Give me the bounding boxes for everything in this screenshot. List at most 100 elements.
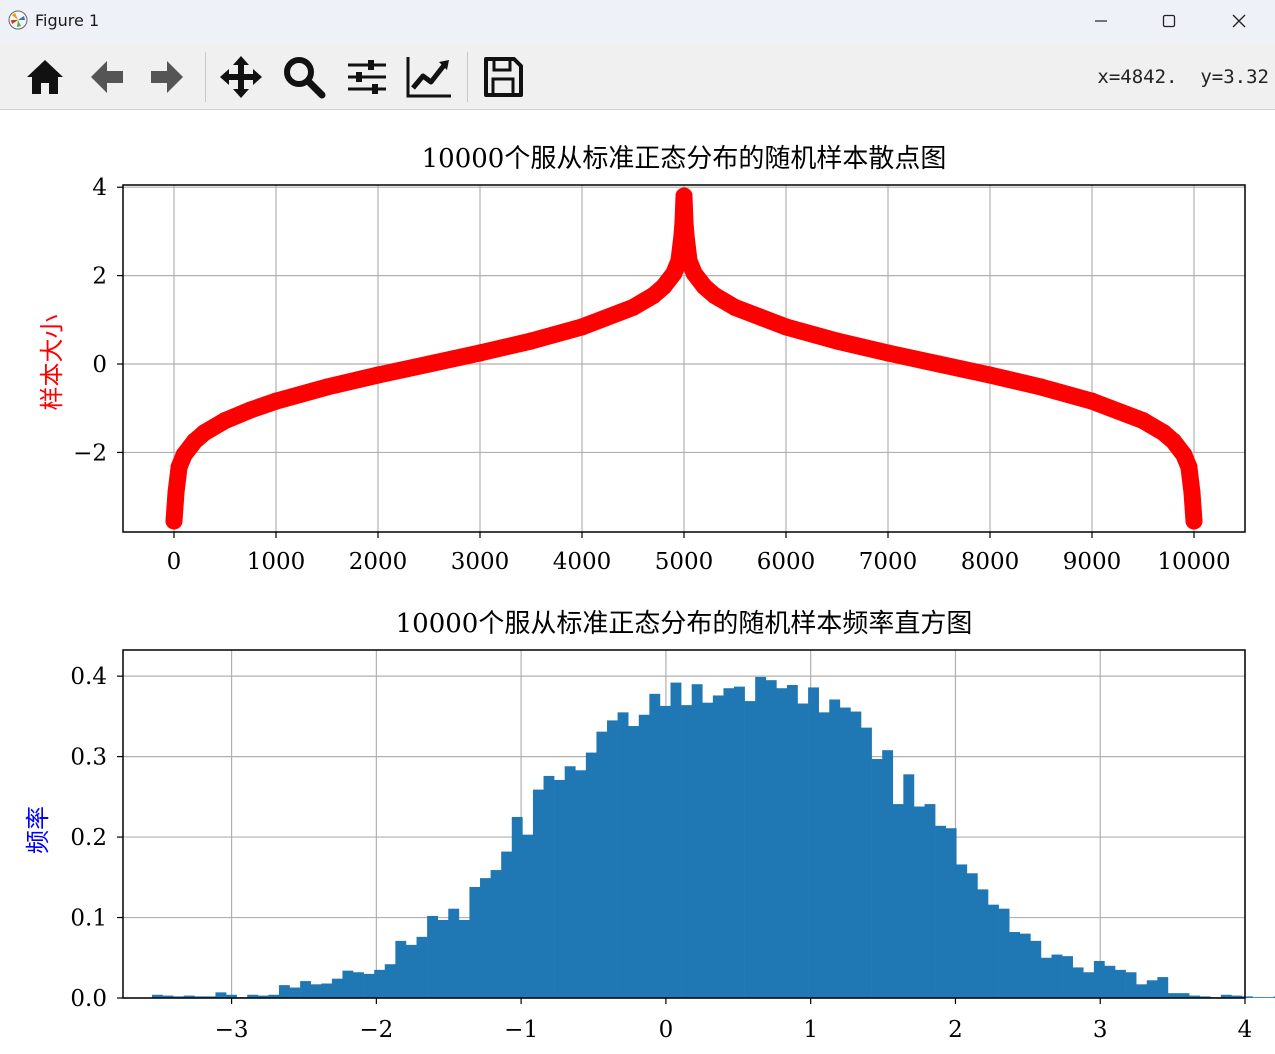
scatter-point bbox=[677, 227, 695, 245]
close-icon bbox=[1232, 14, 1246, 28]
histogram-bar bbox=[744, 701, 756, 998]
scatter-x-tick-label: 2000 bbox=[349, 549, 408, 575]
maximize-button[interactable] bbox=[1137, 0, 1201, 42]
histogram-bar bbox=[988, 904, 999, 998]
histogram-y-tick-label: 0.2 bbox=[70, 825, 107, 851]
scatter-point bbox=[167, 483, 185, 501]
histogram-bar bbox=[1136, 984, 1148, 998]
histogram-bar bbox=[395, 940, 407, 998]
histogram-bar bbox=[215, 992, 227, 998]
histogram-bar bbox=[1072, 967, 1084, 998]
pan-button[interactable] bbox=[216, 52, 266, 102]
edit-axis-button[interactable] bbox=[404, 52, 454, 102]
histogram-bar bbox=[405, 944, 417, 998]
histogram-bar bbox=[755, 676, 767, 998]
minimize-button[interactable] bbox=[1069, 0, 1133, 42]
histogram-bar bbox=[289, 987, 301, 998]
histogram-bar bbox=[1263, 997, 1275, 998]
scatter-point bbox=[685, 264, 703, 282]
scatter-point bbox=[573, 318, 591, 336]
save-button[interactable] bbox=[478, 52, 528, 102]
histogram-x-tick-label: −2 bbox=[359, 1017, 393, 1043]
histogram-bar bbox=[300, 981, 311, 998]
scatter-point bbox=[420, 355, 438, 373]
histogram-bar bbox=[1157, 977, 1169, 998]
histogram-bar bbox=[776, 688, 788, 998]
histogram-bar bbox=[871, 759, 883, 998]
histogram-bar bbox=[1062, 956, 1073, 998]
histogram-x-tick-label: 0 bbox=[659, 1017, 674, 1043]
forward-button[interactable] bbox=[142, 52, 192, 102]
histogram-bar bbox=[1093, 960, 1105, 998]
configure-subplots-button[interactable] bbox=[342, 52, 392, 102]
histogram-y-tick-label: 0.3 bbox=[70, 745, 107, 771]
histogram-bar bbox=[226, 994, 237, 998]
scatter-point bbox=[267, 392, 285, 410]
histogram-bar bbox=[765, 680, 777, 998]
histogram-axes[interactable]: −3 −2 −1 0 1 2 3 4 0.0 0.1 0.2 0.3 0.4 10000个服从标准正态分… bbox=[24, 609, 1275, 1043]
zoom-button[interactable] bbox=[279, 52, 329, 102]
histogram-bar bbox=[966, 873, 978, 998]
histogram-bar bbox=[1125, 972, 1137, 998]
scatter-axes[interactable]: 0 1000 2000 3000 4000 5000 6000 7000 8000 9000 100… bbox=[38, 144, 1246, 575]
scatter-point bbox=[1180, 458, 1198, 476]
scatter-point bbox=[1185, 512, 1203, 530]
histogram-bar bbox=[501, 851, 513, 998]
histogram-bar bbox=[818, 712, 830, 998]
histogram-bar bbox=[278, 985, 290, 998]
histogram-bar bbox=[310, 984, 322, 998]
histogram-bar bbox=[554, 779, 565, 998]
histogram-bar bbox=[956, 864, 968, 998]
histogram-ticks: −3 −2 −1 0 1 2 3 4 0.0 0.1 0.2 0.3 0.4 bbox=[70, 664, 1252, 1043]
configure-subplots-icon bbox=[348, 60, 386, 94]
histogram-bar bbox=[268, 994, 280, 998]
histogram-bar bbox=[1242, 996, 1253, 998]
histogram-bar bbox=[353, 972, 364, 998]
scatter-x-tick-label: 9000 bbox=[1063, 549, 1122, 575]
histogram-bar bbox=[1146, 980, 1158, 998]
scatter-y-tick-label: 0 bbox=[92, 352, 107, 378]
histogram-bar bbox=[1115, 969, 1126, 998]
figure-canvas: 0 1000 2000 3000 4000 5000 6000 7000 8000 9000 100… bbox=[24, 144, 1275, 1043]
scatter-point bbox=[981, 366, 999, 384]
histogram-x-tick-label: −1 bbox=[504, 1017, 538, 1043]
back-button[interactable] bbox=[82, 52, 132, 102]
histogram-bar bbox=[204, 996, 216, 998]
scatter-point bbox=[1165, 432, 1183, 450]
save-icon bbox=[484, 57, 523, 97]
histogram-ylabel: 频率 bbox=[24, 806, 52, 854]
edit-axis-icon bbox=[406, 57, 451, 98]
histogram-bar bbox=[670, 682, 682, 998]
scatter-point bbox=[676, 214, 694, 232]
histogram-bar bbox=[850, 711, 862, 998]
scatter-point bbox=[369, 366, 387, 384]
histogram-bar bbox=[437, 919, 449, 998]
histogram-y-tick-label: 0.0 bbox=[70, 986, 107, 1012]
zoom-icon bbox=[284, 57, 326, 99]
histogram-bar bbox=[511, 816, 523, 998]
histogram-bar bbox=[342, 970, 354, 998]
scatter-point bbox=[777, 318, 795, 336]
histogram-y-tick-label: 0.1 bbox=[70, 906, 107, 932]
histogram-bar bbox=[1189, 995, 1200, 998]
histogram-bar bbox=[977, 889, 989, 998]
close-button[interactable] bbox=[1207, 0, 1271, 42]
histogram-bar bbox=[257, 995, 269, 998]
histogram-bar bbox=[1199, 996, 1211, 998]
scatter-point bbox=[471, 344, 489, 362]
app-icon bbox=[8, 10, 28, 30]
scatter-x-tick-label: 5000 bbox=[655, 549, 714, 575]
histogram-bar bbox=[1220, 994, 1232, 998]
histogram-x-tick-label: 2 bbox=[948, 1017, 963, 1043]
home-button[interactable] bbox=[20, 52, 70, 102]
histogram-bar bbox=[522, 834, 534, 998]
scatter-x-tick-label: 3000 bbox=[451, 549, 510, 575]
histogram-bar bbox=[1231, 995, 1243, 998]
histogram-bar bbox=[469, 886, 481, 998]
scatter-point bbox=[726, 298, 744, 316]
histogram-bar bbox=[892, 804, 904, 998]
histogram-bar bbox=[194, 996, 206, 998]
histogram-bar bbox=[607, 720, 618, 998]
histogram-bar bbox=[924, 804, 936, 998]
scatter-point bbox=[165, 512, 183, 530]
